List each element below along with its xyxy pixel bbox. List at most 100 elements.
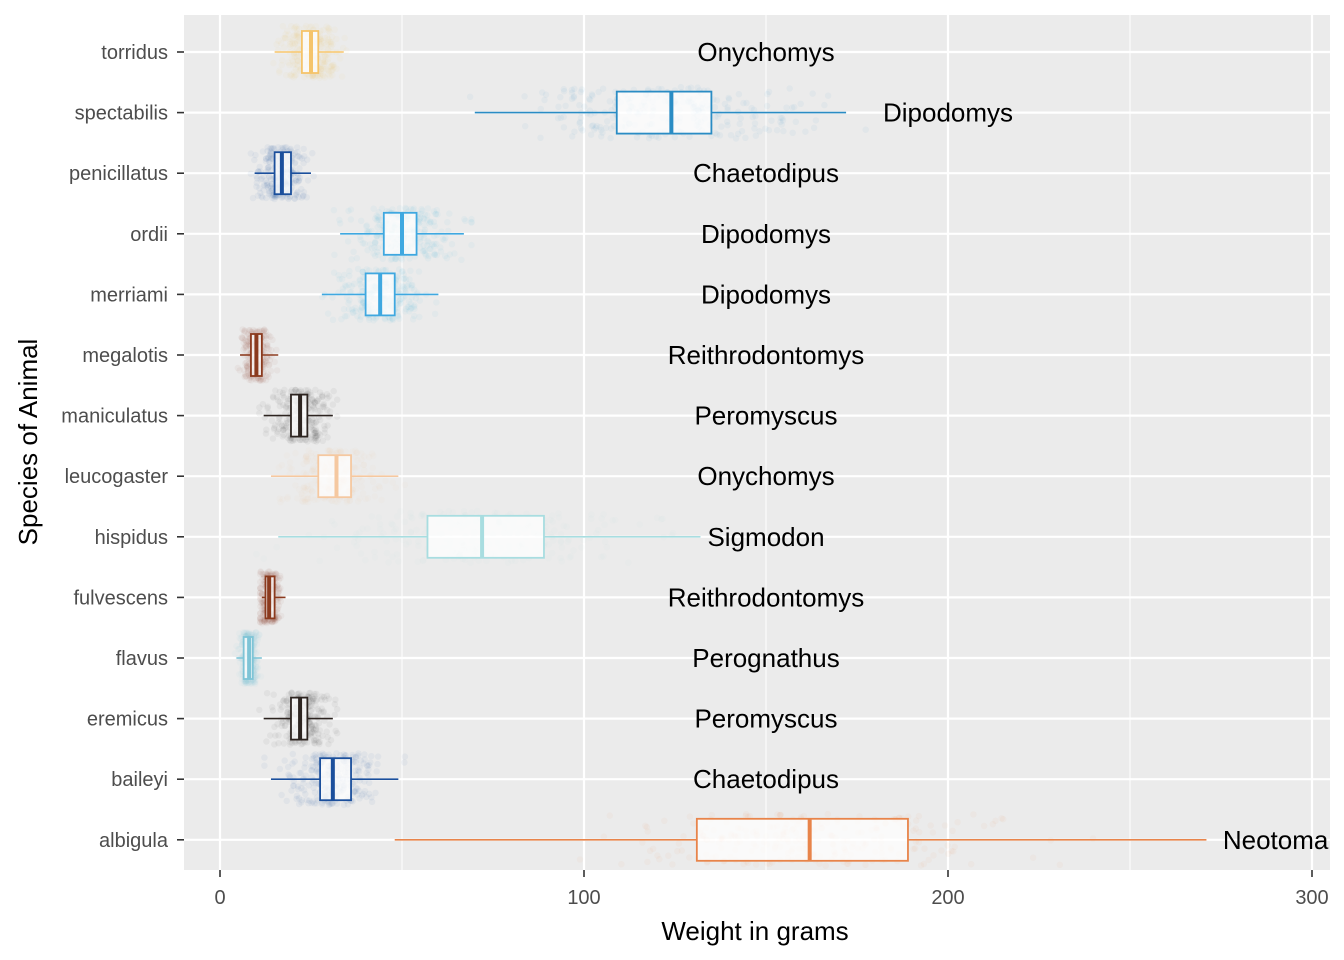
- jitter-point: [410, 205, 418, 212]
- jitter-point: [263, 690, 271, 697]
- jitter-point: [396, 296, 404, 303]
- jitter-point: [256, 377, 263, 384]
- jitter-point: [354, 767, 362, 774]
- jitter-point: [265, 409, 273, 416]
- jitter-point: [305, 782, 312, 789]
- jitter-point: [375, 208, 382, 216]
- jitter-point: [278, 612, 285, 620]
- jitter-point: [245, 330, 252, 338]
- jitter-point: [311, 736, 318, 744]
- jitter-point: [310, 739, 318, 747]
- jitter-point: [433, 207, 441, 214]
- jitter-point: [724, 118, 731, 125]
- jitter-point: [652, 133, 660, 140]
- jitter-point: [304, 482, 311, 490]
- y-axis: albigulabaileyieremicusflavusfulvescensh…: [61, 42, 184, 852]
- jitter-point: [430, 208, 438, 215]
- jitter-point: [242, 679, 250, 687]
- jitter-point: [927, 822, 934, 829]
- jitter-point: [740, 99, 747, 107]
- jitter-point: [555, 510, 562, 517]
- jitter-point: [275, 589, 282, 596]
- jitter-point: [270, 691, 277, 698]
- jitter-point: [284, 709, 291, 716]
- jitter-point: [294, 691, 301, 698]
- jitter-point: [304, 438, 311, 445]
- jitter-point: [329, 800, 336, 808]
- jitter-point: [347, 216, 355, 223]
- jitter-point: [313, 759, 320, 766]
- jitter-point: [281, 34, 289, 41]
- jitter-point: [257, 616, 264, 623]
- jitter-point: [294, 33, 301, 40]
- jitter-point: [607, 134, 614, 142]
- jitter-point: [327, 40, 334, 47]
- jitter-point: [407, 205, 415, 213]
- jitter-point: [253, 173, 260, 180]
- jitter-point: [338, 73, 346, 80]
- jitter-point: [308, 799, 315, 807]
- jitter-point: [294, 495, 301, 502]
- jitter-point: [255, 634, 262, 641]
- jitter-point: [364, 247, 371, 254]
- jitter-point: [332, 696, 339, 703]
- jitter-point: [258, 597, 266, 605]
- grid-major: [184, 15, 1330, 870]
- jitter-point: [389, 315, 396, 322]
- jitter-point: [265, 154, 272, 162]
- jitter-point: [342, 752, 350, 759]
- jitter-point: [297, 387, 304, 394]
- jitter-point: [321, 53, 329, 60]
- jitter-point: [268, 346, 275, 354]
- jitter-point: [402, 541, 410, 548]
- jitter-point: [405, 298, 413, 305]
- jitter-point: [420, 215, 427, 222]
- y-tick-label: penicillatus: [69, 163, 168, 185]
- jitter-point: [280, 426, 287, 434]
- jitter-point: [560, 113, 567, 121]
- jitter-point: [265, 164, 272, 171]
- jitter-point: [368, 513, 375, 520]
- jitter-point: [258, 591, 266, 598]
- jitter-point: [252, 632, 260, 640]
- jitter-point: [325, 39, 332, 46]
- jitter-point: [266, 362, 273, 369]
- jitter-point: [764, 860, 771, 867]
- jitter-point: [416, 297, 423, 304]
- jitter-point: [420, 247, 427, 254]
- jitter-point: [425, 239, 432, 246]
- jitter-point: [421, 216, 428, 223]
- jitter-point: [320, 59, 327, 66]
- jitter-point: [603, 544, 611, 551]
- jitter-point: [292, 386, 299, 394]
- boxplot-torridus: [274, 30, 344, 74]
- jitter-point: [522, 123, 529, 130]
- jitter-point: [253, 175, 261, 182]
- jitter-point: [301, 25, 308, 32]
- jitter-point: [313, 768, 320, 775]
- jitter-point: [264, 181, 271, 188]
- jitter-point: [282, 425, 289, 432]
- jitter-point: [279, 718, 287, 725]
- jitter-point: [267, 367, 275, 375]
- genus-label-penicillatus: Chaetodipus: [693, 158, 839, 188]
- jitter-point: [394, 312, 401, 319]
- jitter-point: [992, 817, 999, 824]
- jitter-point: [307, 401, 314, 408]
- jitter-point: [315, 734, 322, 741]
- jitter-point: [328, 62, 335, 70]
- jitter-point: [284, 702, 291, 709]
- jitter-point: [280, 431, 287, 438]
- boxplot-penicillatus: [254, 151, 311, 196]
- jitter-point: [342, 448, 349, 455]
- jitter-point: [431, 251, 438, 258]
- jitter-point: [275, 740, 282, 747]
- jitter-point: [256, 327, 263, 334]
- jitter-point: [644, 858, 651, 866]
- jitter-point: [588, 123, 595, 130]
- jitter-point: [324, 394, 331, 402]
- jitter-point: [352, 759, 360, 766]
- jitter-point: [258, 590, 266, 598]
- jitter-point: [312, 722, 320, 729]
- jitter-point: [316, 557, 323, 565]
